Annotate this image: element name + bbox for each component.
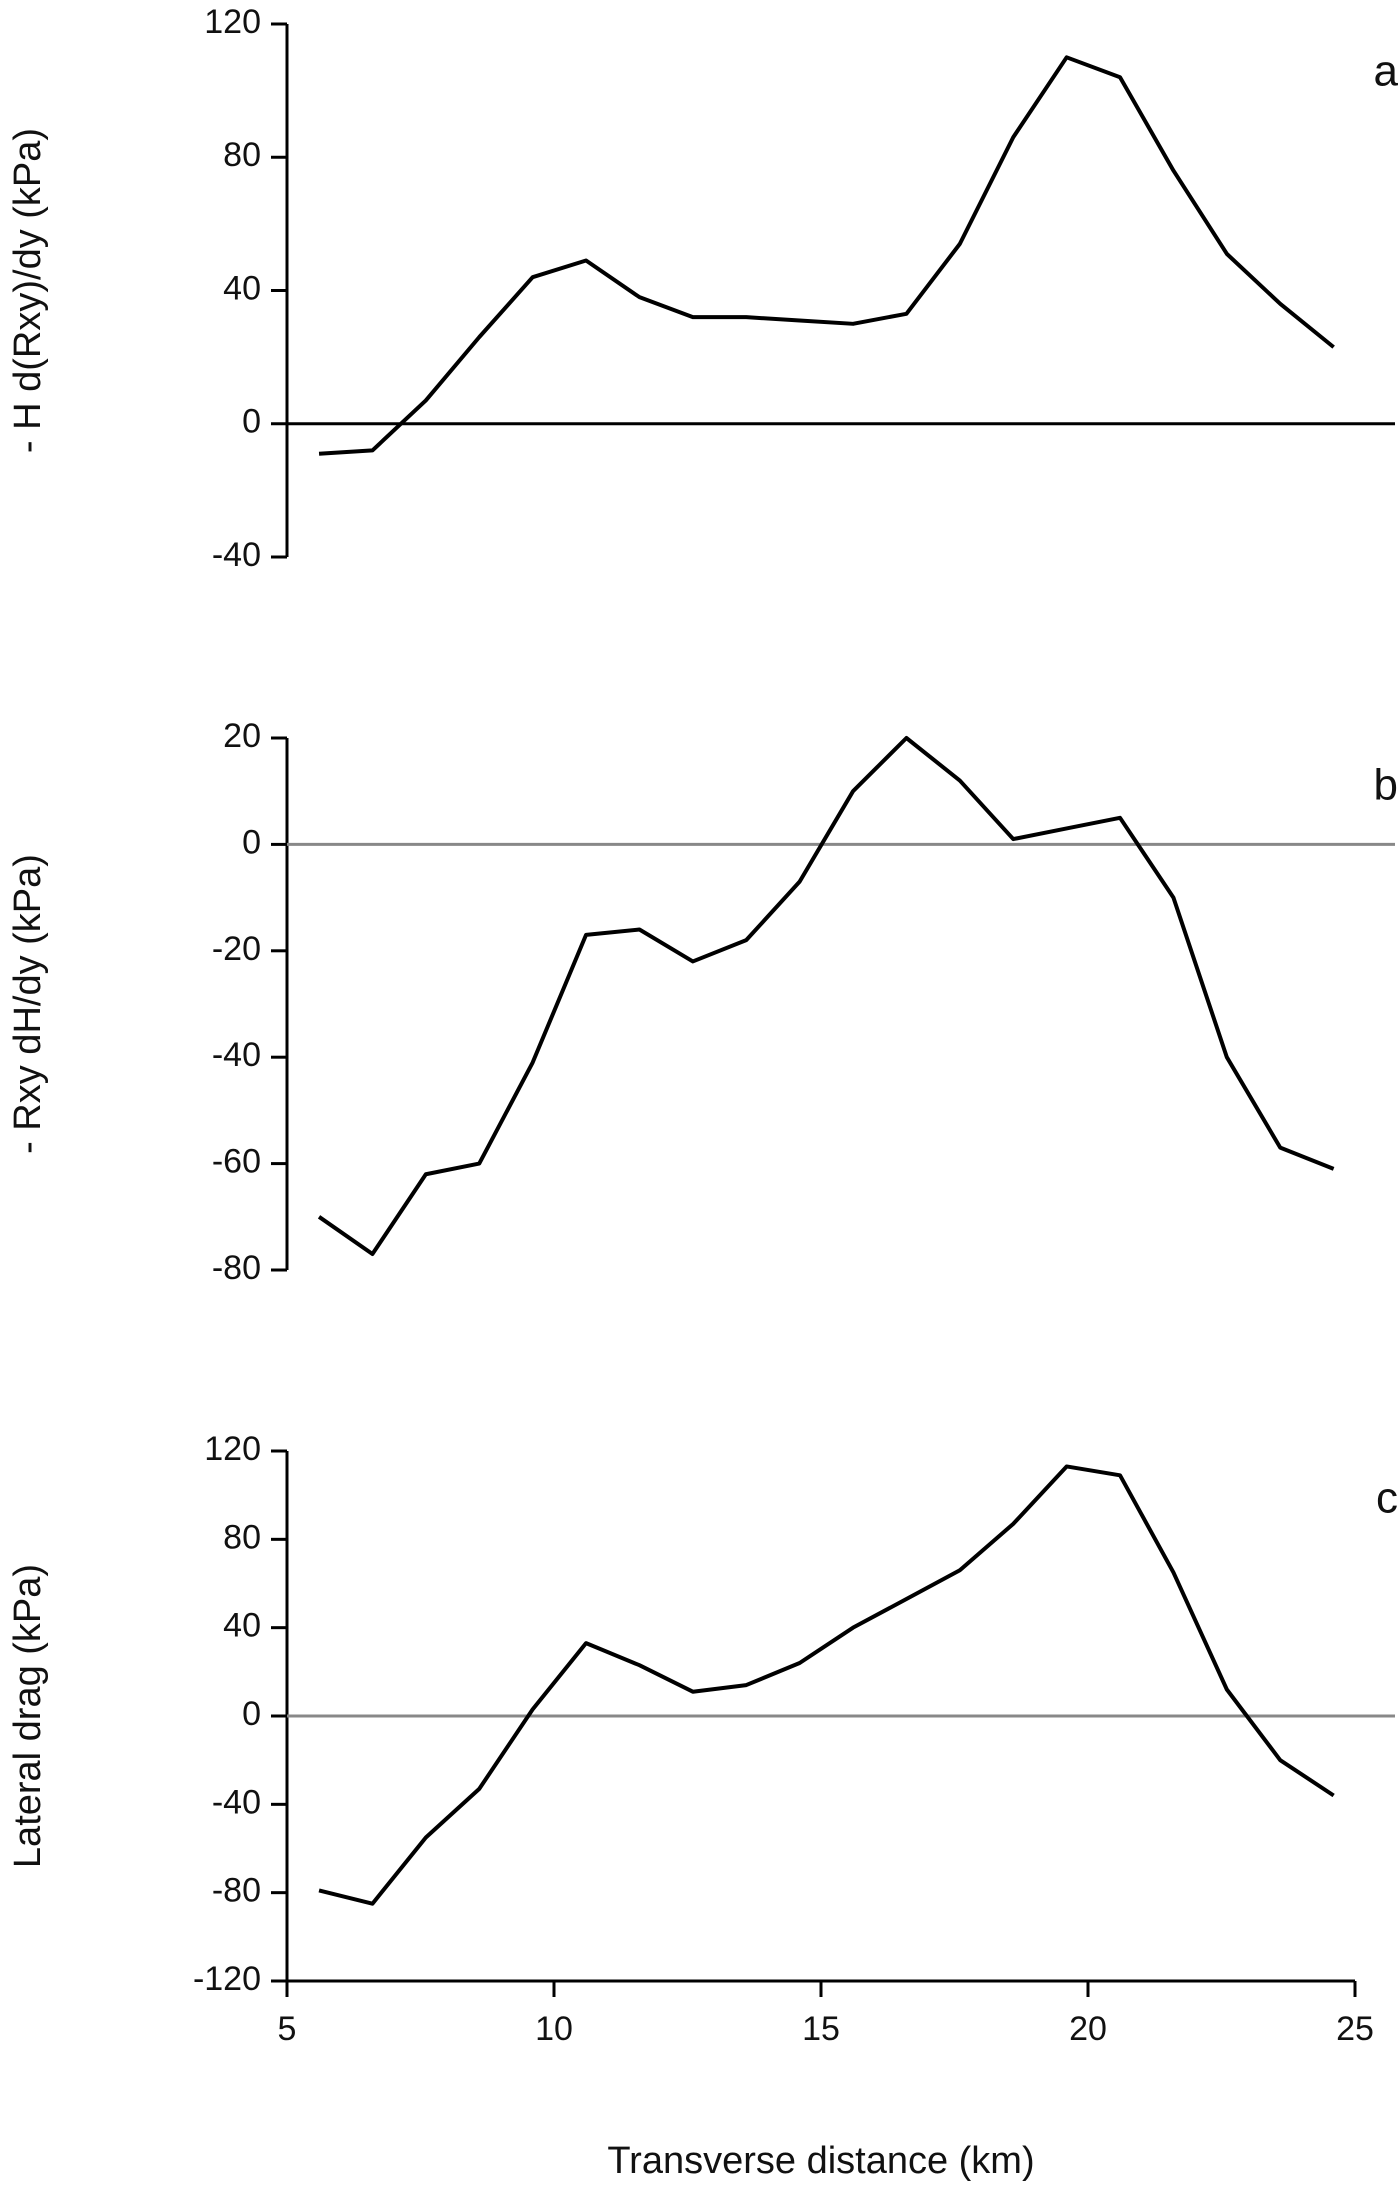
y-tick-label: -60 (212, 1143, 261, 1181)
y-tick-label: 80 (223, 136, 261, 174)
data-line (318, 55, 1335, 456)
y-tick-label: 0 (242, 823, 261, 861)
data-line (318, 1464, 1335, 1906)
panel-label: a (1374, 47, 1399, 96)
y-tick-label: 0 (242, 1695, 261, 1733)
x-axis-title: Transverse distance (km) (607, 2140, 1034, 2182)
y-tick-label: 40 (223, 1607, 261, 1645)
y-tick-label: 0 (242, 403, 261, 441)
x-tick-label: 20 (1069, 2010, 1107, 2048)
x-tick-label: 25 (1336, 2010, 1374, 2048)
panel-label: c (1376, 1474, 1398, 1523)
y-tick-label: -80 (212, 1249, 261, 1287)
y-tick-label: -40 (212, 1036, 261, 1074)
y-tick-label: -40 (212, 1783, 261, 1821)
y-tick-label: -80 (212, 1872, 261, 1910)
y-axis-title: - Rxy dH/dy (kPa) (7, 854, 49, 1154)
y-tick-label: 120 (204, 3, 261, 41)
y-tick-label: -40 (212, 536, 261, 574)
x-tick-label: 10 (535, 2010, 573, 2048)
y-tick-label: 40 (223, 269, 261, 307)
data-line (317, 736, 1335, 1257)
y-tick-label: -20 (212, 930, 261, 968)
y-axis-title: - H d(Rxy)/dy (kPa) (7, 128, 49, 453)
y-tick-label: 120 (204, 1430, 261, 1468)
x-tick-label: 5 (278, 2010, 297, 2048)
y-tick-label: 20 (223, 717, 261, 755)
y-tick-label: 80 (223, 1518, 261, 1556)
panel-label: b (1374, 761, 1398, 810)
y-axis-title: Lateral drag (kPa) (7, 1564, 49, 1868)
y-tick-label: -120 (193, 1960, 261, 1998)
x-tick-label: 15 (802, 2010, 840, 2048)
